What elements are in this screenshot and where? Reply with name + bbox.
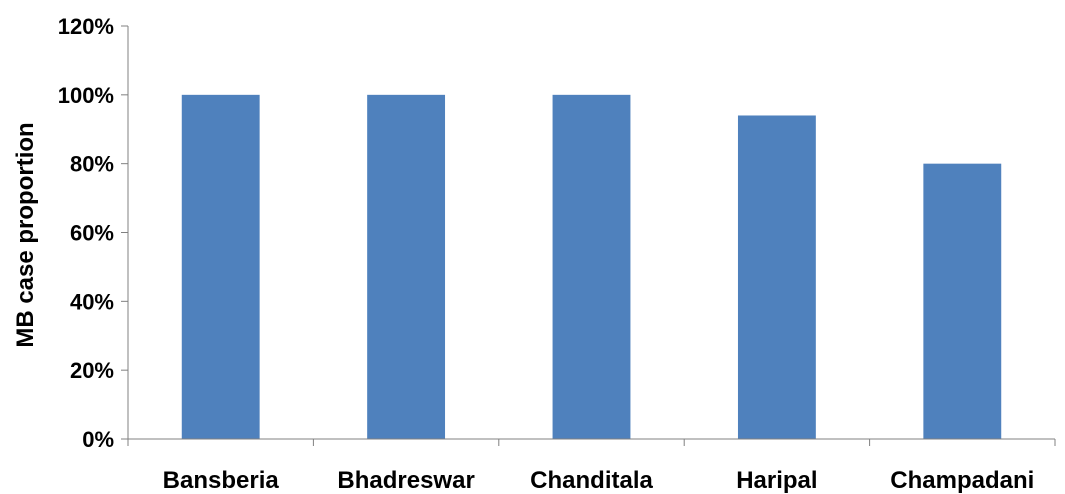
x-tick-label: Champadani [890, 467, 1034, 494]
y-axis-title: MB case proportion [12, 122, 39, 347]
bar-bhadreswar [367, 94, 446, 439]
x-tick-label: Chanditala [530, 467, 653, 494]
y-tick-label: 60% [70, 221, 114, 246]
y-tick-label: 20% [70, 358, 114, 383]
x-tick-label: Bhadreswar [337, 467, 474, 494]
bar-haripal [737, 115, 816, 439]
y-tick-label: 120% [58, 14, 114, 39]
x-tick-label: Haripal [736, 467, 817, 494]
y-tick-label: 100% [58, 83, 114, 108]
bar-bansberia [181, 94, 260, 439]
x-axis: Bansberia Bhadreswar Chanditala Haripal Cham… [163, 467, 1035, 494]
y-axis: 0% 20% 40% 60% 80% 100% 120% [58, 14, 128, 452]
y-tick-label: 40% [70, 289, 114, 314]
axes [127, 26, 1056, 446]
bars [181, 94, 1002, 439]
x-tick-label: Bansberia [163, 467, 280, 494]
y-tick-label: 0% [82, 427, 114, 452]
bar-chanditala [552, 94, 631, 439]
bar-champadani [923, 163, 1002, 439]
y-tick-label: 80% [70, 152, 114, 177]
